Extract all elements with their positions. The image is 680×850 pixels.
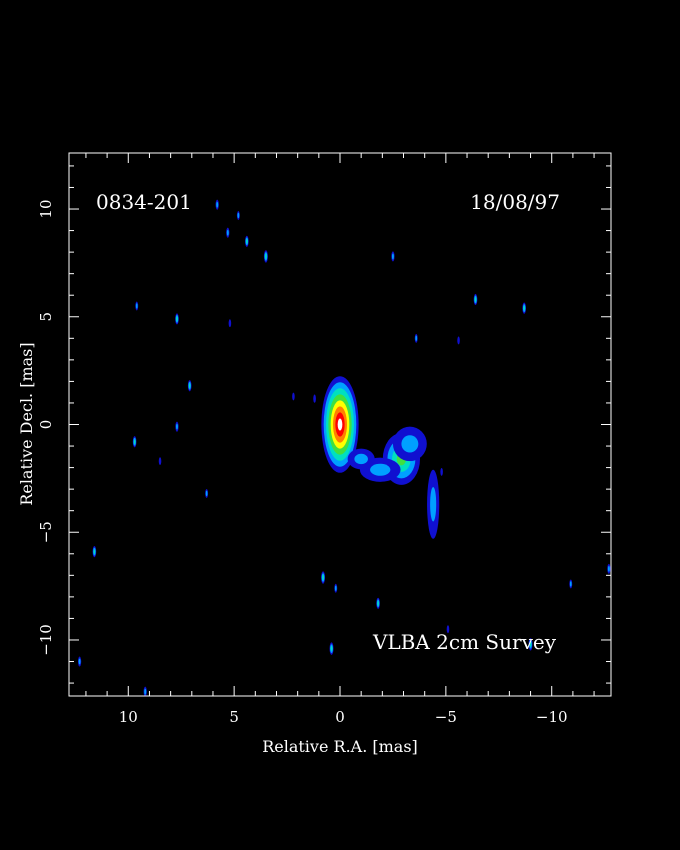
axis-tick-labels: 10 5 0 −5 −10 10 5 0 −5 −10 xyxy=(37,199,568,726)
jet-component xyxy=(347,448,375,470)
noise-contour xyxy=(265,253,267,260)
component-contour xyxy=(370,463,391,476)
noise-blob xyxy=(329,642,334,655)
jet-component xyxy=(392,426,427,462)
noise-contour xyxy=(176,316,178,322)
x-tick-label: 5 xyxy=(229,708,239,726)
noise-contour xyxy=(523,305,525,311)
source-name-label: 0834-201 xyxy=(96,190,192,214)
noise-blob xyxy=(414,333,418,343)
noise-contour xyxy=(135,303,138,309)
emission-map xyxy=(77,199,611,696)
noise-contour xyxy=(292,392,295,401)
noise-blob xyxy=(313,394,316,403)
component-contour xyxy=(337,418,343,431)
noise-contour xyxy=(313,394,316,403)
noise-contour xyxy=(377,600,379,606)
noise-contour xyxy=(188,383,191,389)
noise-contour xyxy=(474,297,477,302)
x-tick-label: −10 xyxy=(536,708,568,726)
x-tick-label: 10 xyxy=(119,708,138,726)
jet-component xyxy=(427,469,440,539)
noise-blob xyxy=(446,625,450,634)
noise-blob xyxy=(226,227,230,238)
noise-contour xyxy=(246,238,248,244)
noise-blob xyxy=(376,597,380,609)
noise-blob xyxy=(175,313,179,325)
noise-blob xyxy=(528,638,533,651)
noise-blob xyxy=(391,251,395,262)
noise-contour xyxy=(237,212,240,219)
noise-contour xyxy=(569,581,572,587)
noise-blob xyxy=(292,392,295,401)
noise-contour xyxy=(529,641,532,647)
noise-contour xyxy=(607,565,610,572)
noise-contour xyxy=(228,319,232,328)
noise-blob xyxy=(440,467,443,476)
noise-contour xyxy=(226,229,229,236)
x-tick-label: 0 xyxy=(335,708,345,726)
noise-blob xyxy=(228,319,232,328)
noise-blob xyxy=(132,436,137,448)
observation-date-label: 18/08/97 xyxy=(470,190,560,214)
noise-blob xyxy=(457,336,460,345)
noise-contour xyxy=(158,457,162,466)
noise-contour xyxy=(176,423,178,430)
noise-contour xyxy=(205,490,208,497)
x-tick-label: −5 xyxy=(435,708,457,726)
noise-contour xyxy=(440,467,443,476)
component-contour xyxy=(354,453,368,465)
noise-blob xyxy=(522,302,526,314)
noise-blob xyxy=(143,686,147,696)
noise-blob xyxy=(92,546,97,558)
jet-component xyxy=(321,376,359,473)
noise-blob xyxy=(321,571,326,584)
noise-blob xyxy=(215,199,219,210)
noise-contour xyxy=(78,658,81,665)
x-axis-label: Relative R.A. [mas] xyxy=(262,737,418,756)
noise-blob xyxy=(135,301,139,311)
y-tick-label: −10 xyxy=(37,624,55,656)
noise-contour xyxy=(457,336,460,345)
y-tick-label: 10 xyxy=(37,199,55,218)
y-tick-label: 0 xyxy=(37,420,55,430)
noise-contour xyxy=(415,335,418,341)
noise-contour xyxy=(334,585,337,591)
noise-blob xyxy=(77,656,82,667)
noise-contour xyxy=(93,549,96,555)
noise-contour xyxy=(216,201,219,208)
noise-blob xyxy=(187,380,192,392)
noise-blob xyxy=(236,211,240,220)
axis-ticks xyxy=(69,153,611,696)
noise-blob xyxy=(245,235,249,247)
noise-contour xyxy=(322,574,324,581)
y-axis-label: Relative Decl. [mas] xyxy=(17,342,36,505)
noise-blob xyxy=(175,421,179,432)
noise-blob xyxy=(263,250,268,263)
component-contour xyxy=(401,435,419,453)
noise-blob xyxy=(205,488,209,498)
survey-label: VLBA 2cm Survey xyxy=(372,630,557,654)
noise-blob xyxy=(569,579,573,589)
noise-blob xyxy=(473,293,478,306)
noise-contour xyxy=(330,645,333,652)
noise-blob xyxy=(158,457,162,466)
component-contour xyxy=(430,486,437,522)
y-tick-label: −5 xyxy=(37,521,55,543)
noise-contour xyxy=(391,253,394,260)
noise-contour xyxy=(144,688,147,695)
noise-blob xyxy=(334,583,338,593)
y-tick-label: 5 xyxy=(37,312,55,322)
noise-contour xyxy=(446,625,450,634)
noise-contour xyxy=(133,439,136,445)
noise-blob xyxy=(607,563,611,574)
